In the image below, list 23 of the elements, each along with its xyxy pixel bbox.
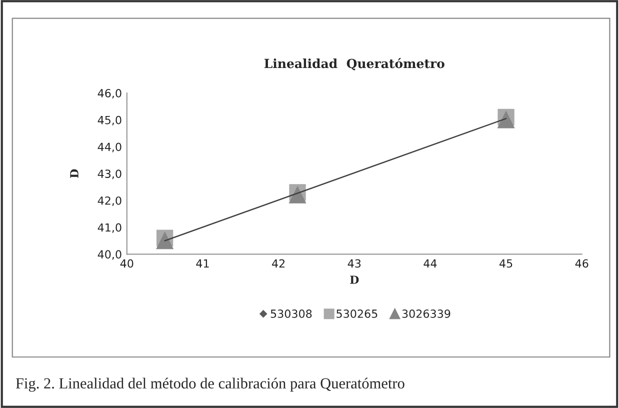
- x-axis-title: D: [350, 276, 359, 284]
- x-tick-label: 45: [500, 259, 512, 268]
- x-tick-label: 46: [575, 259, 588, 268]
- chart-title: Linealidad Queratómetro: [264, 58, 444, 70]
- legend-label: 530308: [270, 310, 312, 318]
- legend-label: 530265: [336, 310, 378, 318]
- y-axis-title: D: [70, 169, 78, 178]
- legend-label: 3026339: [402, 310, 450, 318]
- x-tick-label: 43: [348, 259, 361, 268]
- x-tick-label: 42: [272, 259, 285, 268]
- y-tick-label: 42,0: [98, 196, 122, 206]
- y-tick-label: 45,0: [98, 116, 122, 126]
- y-tick-label: 41,0: [98, 223, 122, 233]
- y-tick-label: 43,0: [98, 170, 122, 180]
- caption: Fig. 2. Linealidad del método de calibración para Queratómetro: [16, 378, 404, 392]
- x-tick-label: 41: [196, 259, 209, 268]
- x-tick-label: 44: [424, 259, 437, 268]
- point: [156, 232, 174, 250]
- x-tick-label: 40: [120, 259, 134, 268]
- y-tick-label: 40,0: [98, 250, 122, 260]
- point: [498, 112, 514, 128]
- y-tick-label: 44,0: [98, 142, 122, 152]
- y-tick-label: 46,0: [98, 89, 122, 99]
